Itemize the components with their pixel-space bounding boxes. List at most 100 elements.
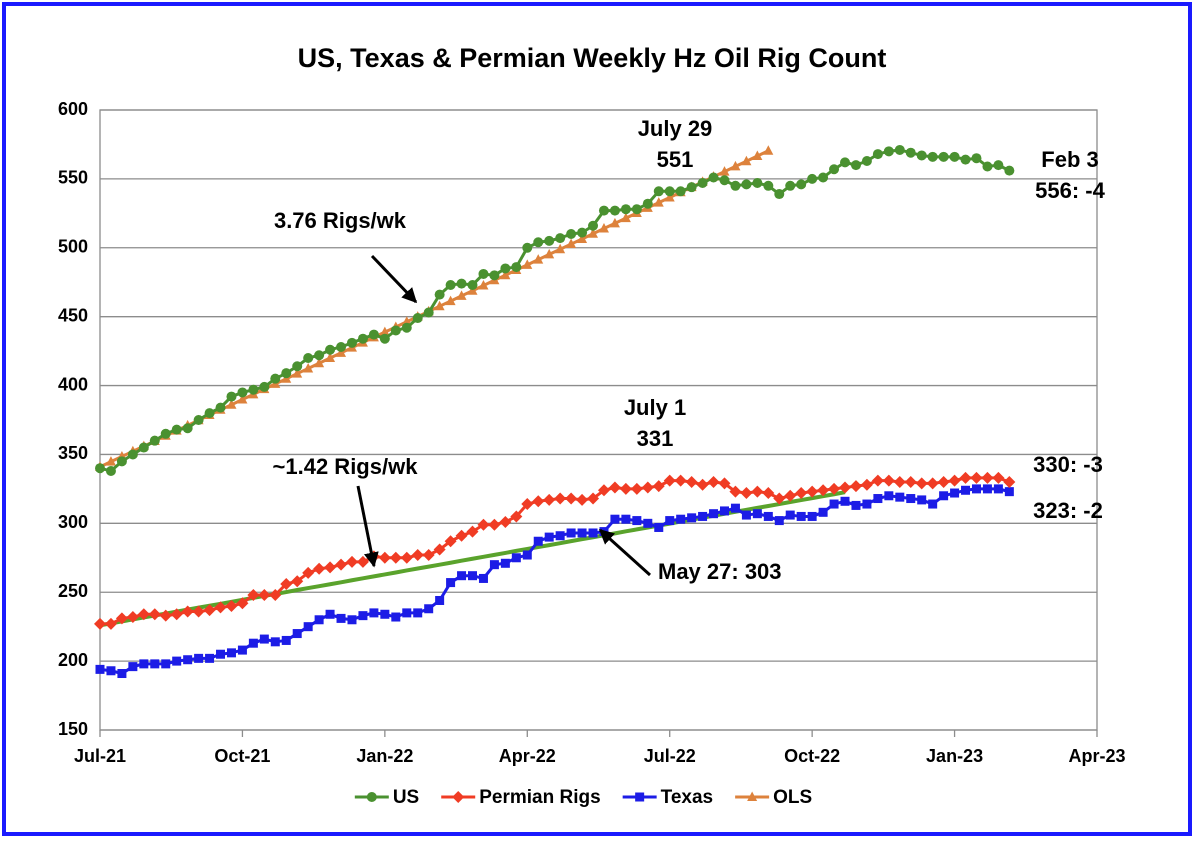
marker [95, 463, 105, 474]
marker [719, 506, 729, 516]
marker [291, 575, 304, 588]
marker [566, 229, 577, 239]
marker [452, 791, 465, 803]
marker [849, 480, 862, 493]
marker [500, 558, 510, 568]
marker [698, 511, 708, 521]
marker [225, 600, 238, 612]
legend-text: Texas [661, 787, 713, 808]
marker [807, 173, 818, 184]
marker [598, 222, 609, 233]
y-tick-label: 200 [58, 650, 88, 670]
marker [785, 180, 796, 191]
marker [1004, 165, 1015, 176]
marker [149, 435, 160, 446]
marker [762, 487, 775, 500]
marker [795, 487, 808, 500]
chart-title: US, Texas & Permian Weekly Hz Oil Rig Co… [298, 43, 887, 73]
marker [270, 373, 281, 384]
marker [565, 492, 578, 505]
marker [357, 333, 368, 344]
marker [631, 204, 642, 215]
marker [446, 578, 456, 588]
y-tick-label: 600 [58, 99, 88, 119]
marker [773, 492, 786, 505]
marker [872, 149, 883, 160]
marker [949, 151, 960, 162]
marker [971, 153, 982, 164]
marker [587, 492, 600, 505]
y-tick-label: 350 [58, 443, 88, 463]
marker [926, 477, 939, 490]
marker [544, 532, 554, 542]
marker [171, 424, 182, 435]
marker [555, 531, 565, 541]
marker [183, 655, 193, 665]
marker [258, 588, 271, 601]
y-tick-label: 300 [58, 512, 88, 532]
y-tick-label: 500 [58, 237, 88, 257]
marker [861, 155, 872, 166]
marker [368, 329, 379, 340]
marker [948, 474, 961, 487]
marker [719, 166, 730, 176]
marker [609, 217, 620, 228]
marker [785, 510, 795, 520]
marker [468, 571, 478, 581]
marker [970, 471, 983, 484]
marker [391, 612, 401, 622]
marker [424, 604, 434, 614]
marker [247, 588, 260, 601]
marker [906, 494, 916, 504]
annotation: ~1.42 Rigs/wk [273, 454, 419, 479]
marker [1003, 476, 1016, 488]
marker [478, 268, 489, 279]
marker [763, 145, 774, 155]
marker [325, 609, 335, 619]
marker [829, 164, 840, 175]
marker [237, 387, 248, 398]
marker [620, 212, 631, 223]
marker [248, 638, 258, 648]
marker [632, 516, 642, 526]
marker [763, 511, 773, 521]
marker [763, 180, 774, 191]
marker [281, 368, 292, 379]
marker [917, 495, 927, 505]
marker [676, 514, 686, 524]
marker [412, 313, 423, 324]
annotation: 3.76 Rigs/wk [274, 208, 407, 233]
marker [928, 499, 938, 509]
marker [325, 352, 336, 362]
marker [94, 617, 106, 630]
marker [237, 645, 247, 655]
marker [303, 622, 313, 632]
marker [554, 492, 567, 505]
marker [882, 474, 895, 487]
marker [182, 423, 193, 434]
marker [883, 146, 894, 157]
marker [747, 791, 758, 801]
marker [170, 608, 183, 621]
marker [511, 262, 522, 273]
annotation: 323: -2 [1033, 498, 1103, 523]
marker [204, 408, 215, 419]
marker [939, 491, 949, 501]
marker [216, 649, 226, 659]
marker [621, 514, 631, 524]
marker [369, 608, 379, 618]
marker [708, 172, 719, 183]
marker [862, 499, 872, 509]
marker [115, 612, 128, 625]
marker [192, 605, 205, 618]
marker [139, 659, 149, 669]
x-tick-label: Oct-22 [784, 746, 840, 766]
annotation: Feb 3 [1041, 147, 1098, 172]
marker [774, 189, 785, 200]
marker [653, 197, 664, 207]
y-tick-label: 400 [58, 374, 88, 394]
arrow [356, 485, 379, 568]
marker [126, 611, 139, 624]
